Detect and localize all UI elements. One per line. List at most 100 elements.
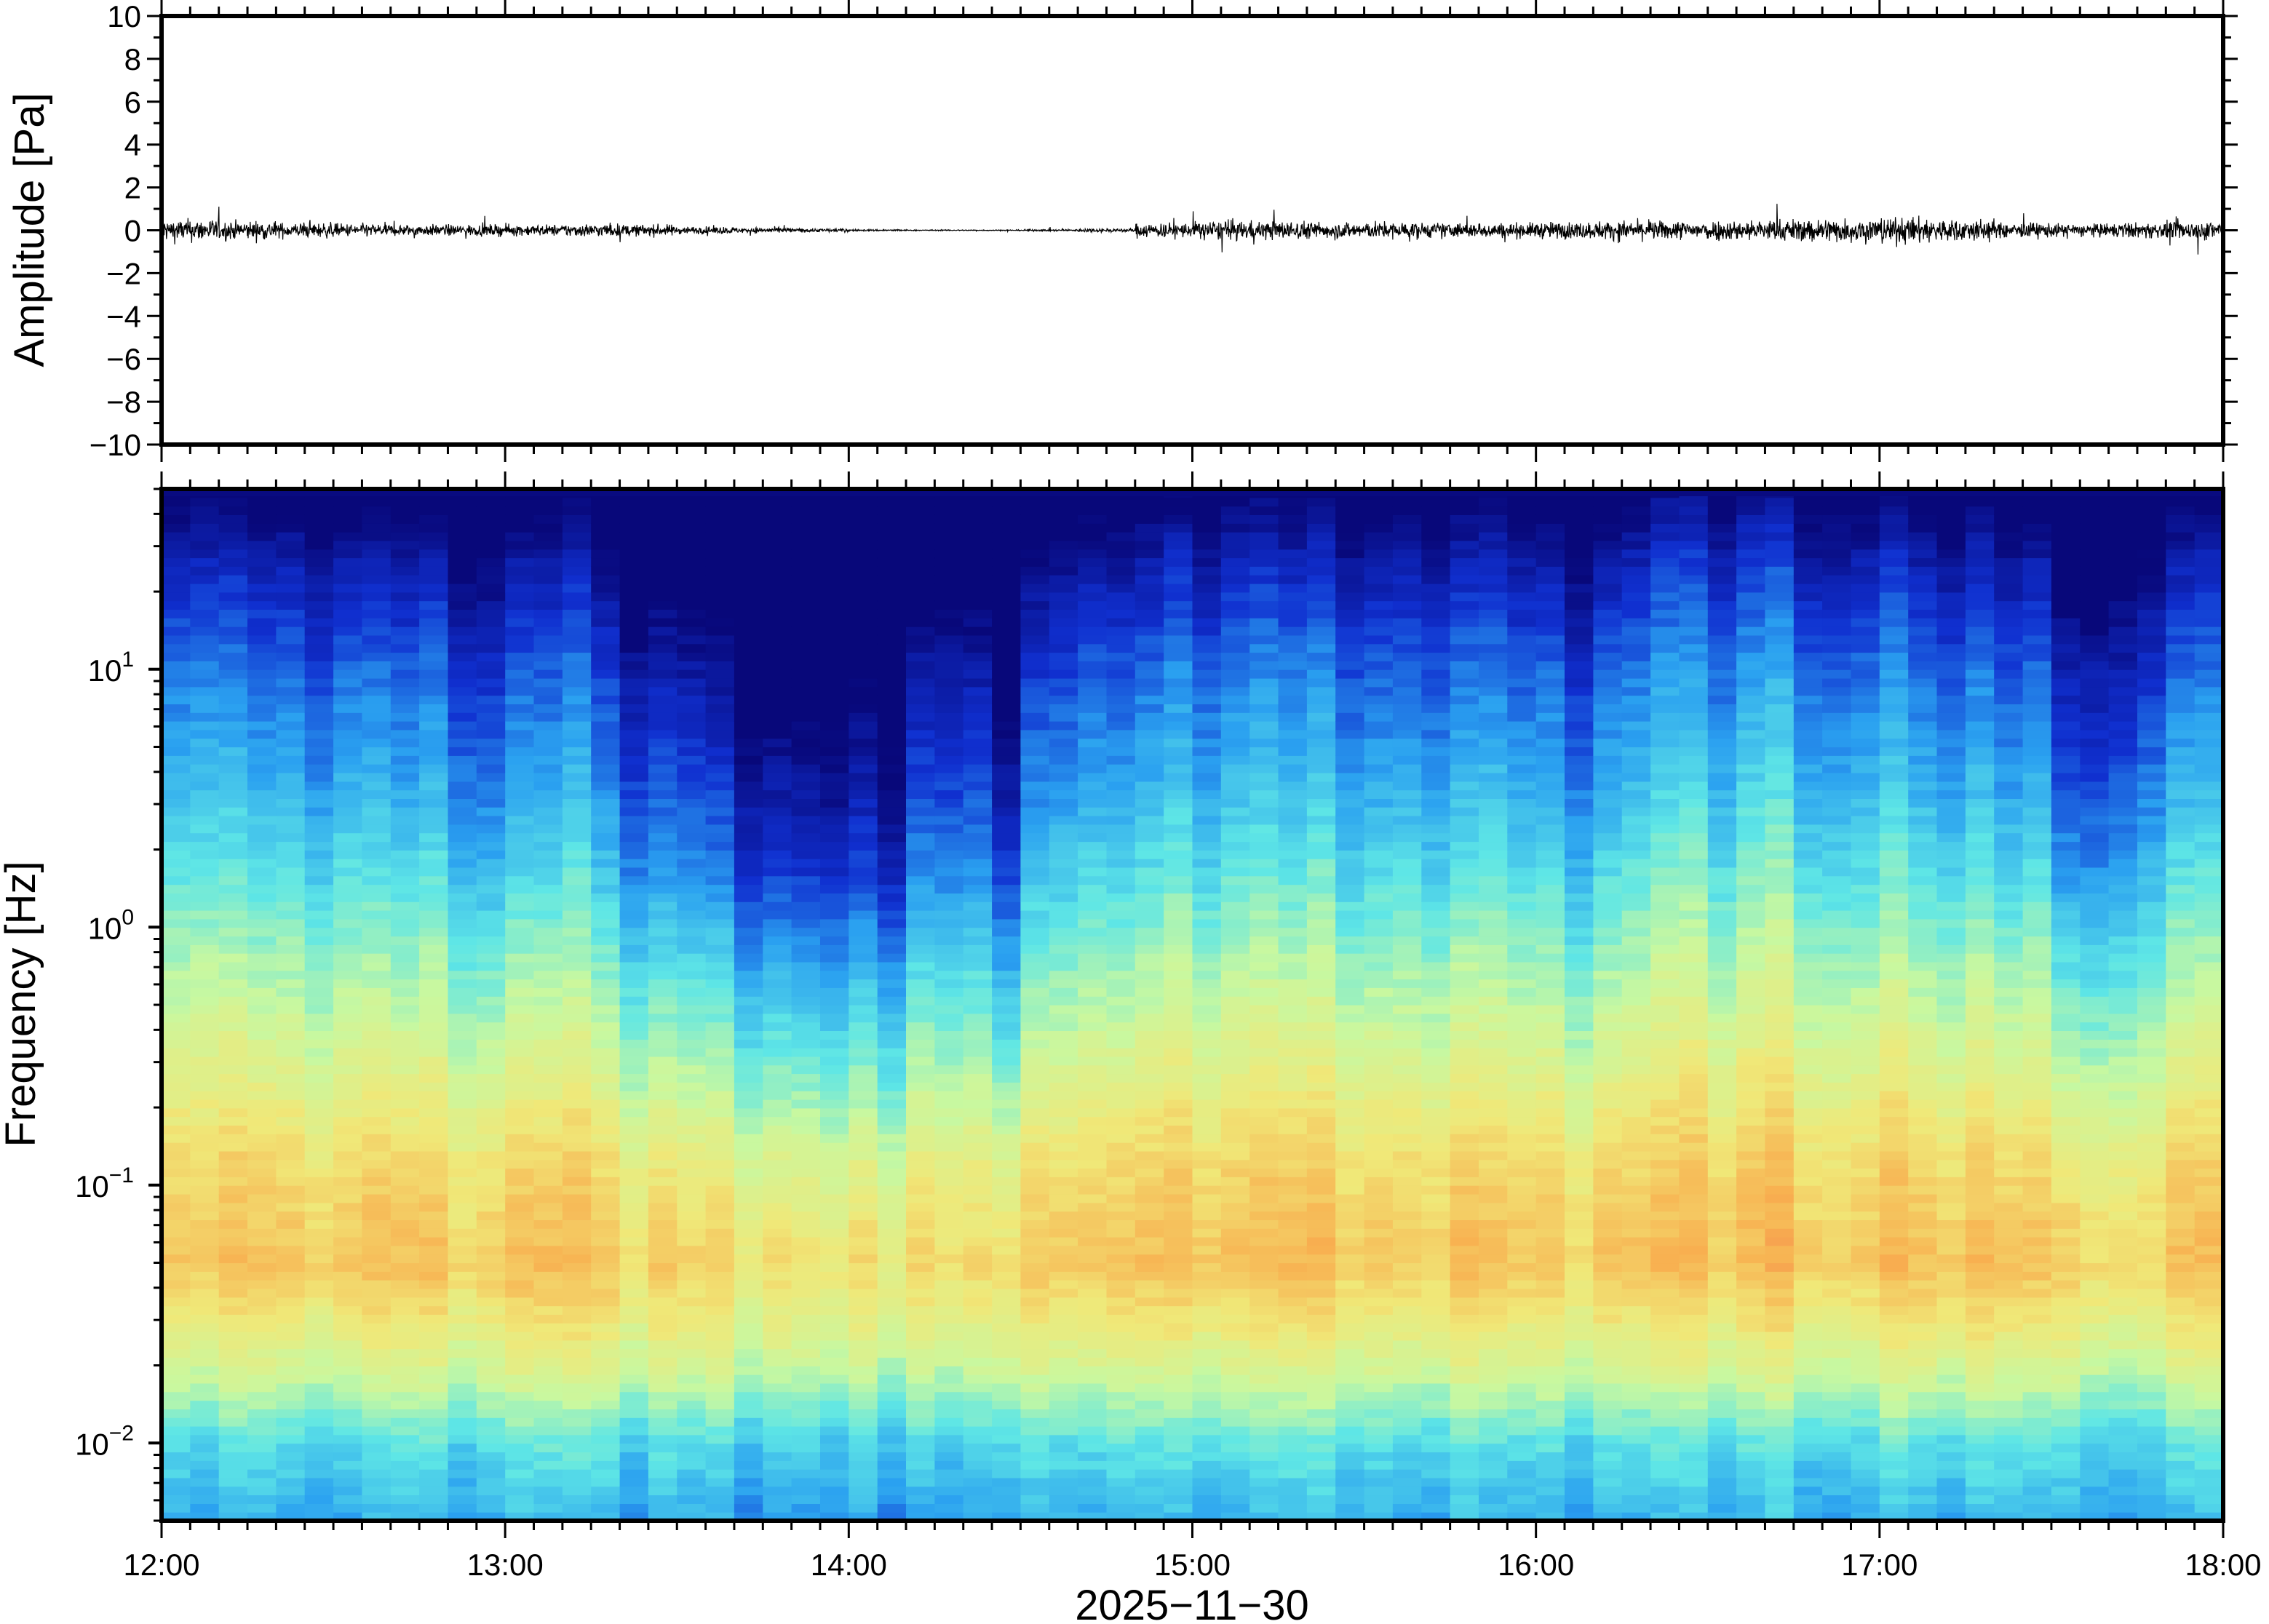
spectrogram-cell xyxy=(963,626,993,636)
spectrogram-cell xyxy=(1049,1202,1078,1212)
spectrogram-cell xyxy=(992,1194,1021,1203)
spectrogram-cell xyxy=(992,1486,1021,1496)
spectrogram-cell xyxy=(218,910,248,920)
spectrogram-cell xyxy=(304,996,334,1006)
spectrogram-cell xyxy=(304,773,334,782)
spectrogram-cell xyxy=(1278,824,1308,834)
spectrogram-cell xyxy=(992,1323,1021,1332)
spectrogram-cell xyxy=(1220,832,1250,843)
spectrogram-cell xyxy=(648,1073,677,1083)
spectrogram-cell xyxy=(648,1503,677,1513)
spectrogram-cell xyxy=(849,1271,878,1281)
spectrogram-cell xyxy=(906,634,935,645)
spectrogram-cell xyxy=(877,1082,907,1091)
spectrogram-cell xyxy=(906,738,935,748)
spectrogram-cell xyxy=(390,747,420,756)
spectrogram-cell xyxy=(1106,1477,1136,1487)
spectrogram-cell xyxy=(1306,1107,1336,1118)
spectrogram-cell xyxy=(849,1494,878,1504)
spectrogram-cell xyxy=(1164,1116,1193,1126)
spectrogram-cell xyxy=(906,1391,935,1401)
spectrogram-cell xyxy=(1049,1323,1078,1332)
spectrogram-cell xyxy=(476,652,506,661)
spectrogram-cell xyxy=(877,1366,907,1375)
spectrogram-cell xyxy=(763,678,792,688)
spectrogram-cell xyxy=(1078,618,1107,627)
spectrogram-cell xyxy=(877,704,907,713)
spectrogram-cell xyxy=(763,1082,792,1091)
spectrogram-cell xyxy=(1078,1099,1107,1109)
spectrogram-cell xyxy=(448,1099,477,1109)
spectrogram-cell xyxy=(362,944,392,954)
spectrogram-cell xyxy=(906,575,935,584)
spectrogram-cell xyxy=(562,789,592,799)
spectrogram-cell xyxy=(1049,789,1078,799)
spectrogram-cell xyxy=(162,1305,191,1315)
spectrogram-cell xyxy=(877,1262,907,1272)
spectrogram-cell xyxy=(1020,1340,1050,1350)
spectrogram-cell xyxy=(1020,970,1050,980)
spectrogram-cell xyxy=(1192,1254,1222,1264)
spectrogram-cell xyxy=(591,1452,621,1461)
spectrogram-cell xyxy=(333,1159,362,1169)
spectrogram-cell xyxy=(791,532,821,541)
spectrogram-cell xyxy=(218,1022,248,1031)
spectrogram-cell xyxy=(992,1022,1021,1031)
spectrogram-cell xyxy=(1220,1056,1250,1066)
spectrogram-cell xyxy=(820,1159,849,1169)
spectrogram-cell xyxy=(791,566,821,576)
spectrogram-cell xyxy=(763,936,792,945)
spectrogram-cell xyxy=(1049,979,1078,988)
spectrogram-cell xyxy=(763,1486,792,1496)
spectrogram-cell xyxy=(1306,600,1336,610)
spectrogram-cell xyxy=(591,540,621,550)
spectrogram-cell xyxy=(276,1254,306,1264)
spectrogram-cell xyxy=(533,747,563,756)
spectrogram-cell xyxy=(1278,575,1308,584)
spectrogram-cell xyxy=(791,1099,821,1109)
spectrogram-cell xyxy=(791,1391,821,1401)
spectrogram-cell xyxy=(734,1503,763,1513)
spectrogram-cell xyxy=(390,1494,420,1504)
spectrogram-cell xyxy=(619,961,649,971)
spectrogram-cell xyxy=(562,600,592,610)
spectrogram-cell xyxy=(390,936,420,945)
spectrogram-cell xyxy=(591,1434,621,1444)
spectrogram-cell xyxy=(1049,678,1078,688)
spectrogram-cell xyxy=(1192,893,1222,902)
spectrogram-cell xyxy=(218,1391,248,1401)
spectrogram-cell xyxy=(992,592,1021,602)
spectrogram-cell xyxy=(1335,1409,1365,1418)
spectrogram-cell xyxy=(162,1323,191,1332)
spectrogram-cell xyxy=(162,1409,191,1418)
spectrogram-cell xyxy=(476,1486,506,1496)
spectrogram-cell xyxy=(1106,987,1136,997)
spectrogram-cell xyxy=(1306,1382,1336,1393)
spectrogram-cell xyxy=(333,566,362,576)
spectrogram-cell xyxy=(677,634,707,645)
spectrogram-cell xyxy=(1306,953,1336,963)
spectrogram-cell xyxy=(906,1426,935,1436)
spectrogram-cell xyxy=(190,652,220,661)
spectrogram-cell xyxy=(562,987,592,997)
spectrogram-cell xyxy=(734,1194,763,1203)
spectrogram-cell xyxy=(476,721,506,731)
spectrogram-cell xyxy=(877,1116,907,1126)
spectrogram-cell xyxy=(276,1211,306,1220)
spectrogram-cell xyxy=(362,773,392,782)
spectrogram-cell xyxy=(734,1211,763,1220)
spectrogram-cell xyxy=(1106,1366,1136,1375)
spectrogram-cell xyxy=(734,584,763,593)
spectrogram-cell xyxy=(791,841,821,851)
spectrogram-cell xyxy=(419,557,448,567)
spectrogram-cell xyxy=(1306,686,1336,696)
spectrogram-cell xyxy=(448,1142,477,1152)
spectrogram-cell xyxy=(1134,1348,1164,1358)
spectrogram-cell xyxy=(1134,1305,1164,1315)
spectrogram-column xyxy=(1278,489,1308,1521)
spectrogram-cell xyxy=(1278,979,1308,988)
spectrogram-cell xyxy=(562,1426,592,1436)
spectrogram-cell xyxy=(1164,523,1193,533)
spectrogram-cell xyxy=(1106,1056,1136,1066)
spectrogram-cell xyxy=(562,1134,592,1143)
